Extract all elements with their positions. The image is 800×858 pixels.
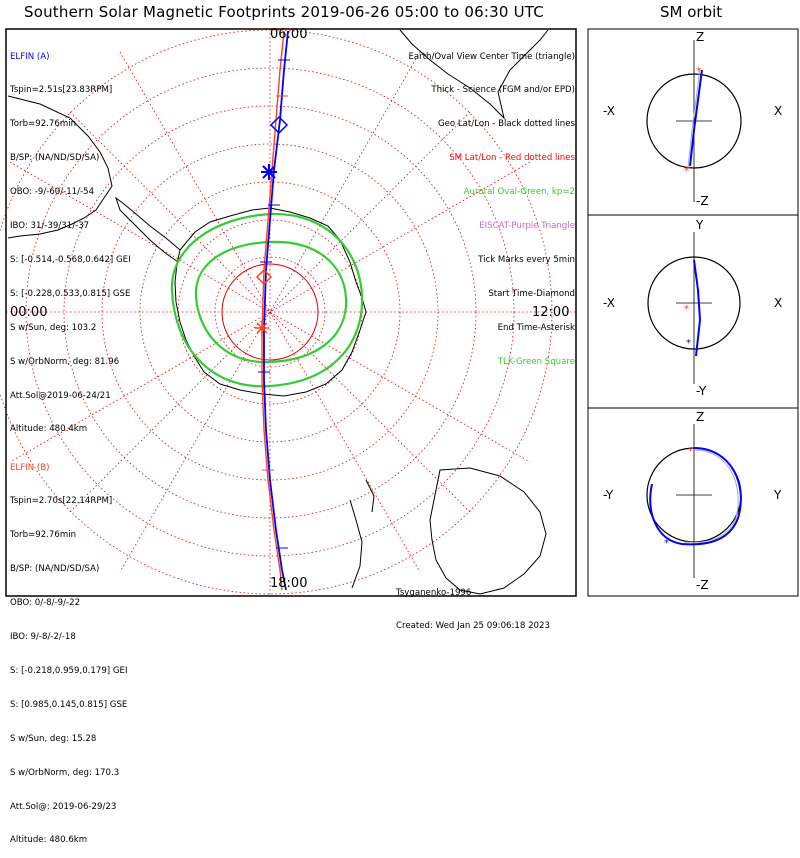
legend-entry: End Time-Asterisk [497,322,575,333]
legend-entry: TLK-Green Square [497,356,575,367]
elfin-a-orbit-yz [649,447,742,546]
orbit-panel-3-frame [587,407,799,597]
elfin-a-line: S: [-0.228,0.533,0.815] GSE [10,288,131,299]
auroral-oval [170,212,364,388]
orbit-panel-3: * * [646,424,742,578]
panel2-left-label: -X [603,296,615,310]
legend-entry: EISCAT-Purple Triangle [479,221,575,232]
elfin-a-name: ELFIN (A) [10,51,50,62]
orbit-title: SM orbit [660,3,723,21]
elfin-b-line: S: [-0.218,0.959,0.179] GEI [10,665,128,676]
panel3-left-label: -Y [603,488,614,502]
panel2-top-label: Y [696,218,704,232]
figure-canvas: * * * * * * [0,28,799,597]
svg-text:*: * [684,304,689,315]
elfin-b-name: ELFIN (B) [10,462,50,473]
panel3-right-label: Y [774,488,782,502]
elfin-a-line: S w/OrbNorm, deg: 81.96 [10,356,120,367]
clock-label-top: 06:00 [270,27,308,42]
new-zealand-coastline [349,479,375,589]
australia-coastline [429,467,547,595]
legend-entry: Thick - Science (FGM and/or EPD) [431,85,575,96]
elfin-a-info: ELFIN (A) Tspin=2.51s[23.83RPM] Torb=92.… [10,29,131,447]
elfin-b-line: Altitude: 480.6km [10,835,88,846]
south-america-coastline [7,95,113,239]
antarctica-coastline [174,207,367,397]
elfin-a-line: Tspin=2.51s[23.83RPM] [10,85,113,96]
elfin-a-line: B/SP: (NA/ND/SD/SA) [10,153,100,164]
plot-title: Southern Solar Magnetic Footprints 2019-… [24,3,544,21]
clock-label-right: 12:00 [532,305,570,320]
legend-entry: SM Lat/Lon - Red dotted lines [449,153,575,164]
elfin-a-line: S: [-0.514,-0.568,0.642] GEI [10,254,131,265]
svg-text:*: * [684,166,689,177]
panel1-right-label: X [774,104,783,118]
created-timestamp: Created: Wed Jan 25 09:06:18 2023 [396,621,550,632]
panel1-top-label: Z [696,30,705,44]
elfin-a-line: Torb=92.76min [10,119,77,130]
panel1-bottom-label: -Z [696,194,709,208]
elfin-b-orbit-yz [683,449,739,543]
panel3-top-label: Z [696,410,705,424]
orbit-panel-2: * * [647,232,741,384]
elfin-b-line: B/SP: (NA/ND/SD/SA) [10,564,100,575]
elfin-b-end-asterisk [255,321,269,335]
elfin-b-line: S: [0.985,0.145,0.815] GSE [10,699,128,710]
panel2-bottom-label: -Y [696,384,707,398]
panel1-left-label: -X [603,104,615,118]
elfin-b-start-diamond [255,268,273,286]
credit: Tsyganenko-1996 Created: Wed Jan 25 09:0… [396,565,550,644]
svg-text:*: * [686,338,691,349]
clock-label-left: 00:00 [10,305,48,320]
elfin-a-orbit-xy [693,259,702,357]
legend-entry: Geo Lat/Lon - Black dotted lines [437,119,575,130]
elfin-b-line: S w/Sun, deg: 15.28 [10,733,97,744]
elfin-a-line: S w/Sun, deg: 103.2 [10,322,97,333]
svg-text:*: * [696,66,701,77]
orbit-panel-1: * * [646,40,742,202]
legend: Earth/Oval View Center Time (triangle) T… [408,29,575,379]
elfin-a-line: IBO: 31/-39/31/-37 [10,221,90,232]
orbit-panel-2-frame [587,214,799,409]
model-credit: Tsyganenko-1996 [396,587,472,598]
elfin-a-end-asterisk [261,164,277,180]
elfin-b-info: ELFIN (B) Tspin=2.70s[22.14RPM] Torb=92.… [10,440,128,858]
elfin-b-line: Att.Sol@: 2019-06-29/23 [10,801,117,812]
panel2-right-label: X [774,296,783,310]
panel3-bottom-label: -Z [696,578,709,592]
antarctic-peninsula [115,196,181,263]
legend-entry: Earth/Oval View Center Time (triangle) [408,51,575,62]
elfin-b-line: Torb=92.76min [10,530,77,541]
legend-entry: Start Time-Diamond [488,288,575,299]
svg-text:*: * [688,446,693,457]
legend-entry: Tick Marks every 5min [478,254,575,265]
legend-entry: Auroral Oval-Green, kp=2 [463,187,575,198]
svg-text:*: * [664,538,669,549]
footprint-tick-marks [258,59,290,549]
clock-label-bottom: 18:00 [270,576,308,591]
elfin-b-line: Tspin=2.70s[22.14RPM] [10,496,113,507]
elfin-a-line: Altitude: 480.4km [10,424,88,435]
elfin-a-start-diamond [269,115,289,135]
africa-coastline [399,29,549,120]
sm-inner-circle [221,263,319,361]
sm-grid [0,29,576,596]
elfin-b-line: IBO: 9/-8/-2/-18 [10,632,76,643]
elfin-b-orbit-xz [687,67,701,169]
elfin-a-line: OBO: -9/-60/-11/-54 [10,187,95,198]
elfin-a-line: Att.Sol@2019-06-24/21 [10,390,111,401]
main-panel-frame [5,28,577,597]
elfin-a-orbit-xz [689,69,703,167]
elfin-b-line: S w/OrbNorm, deg: 170.3 [10,767,120,778]
